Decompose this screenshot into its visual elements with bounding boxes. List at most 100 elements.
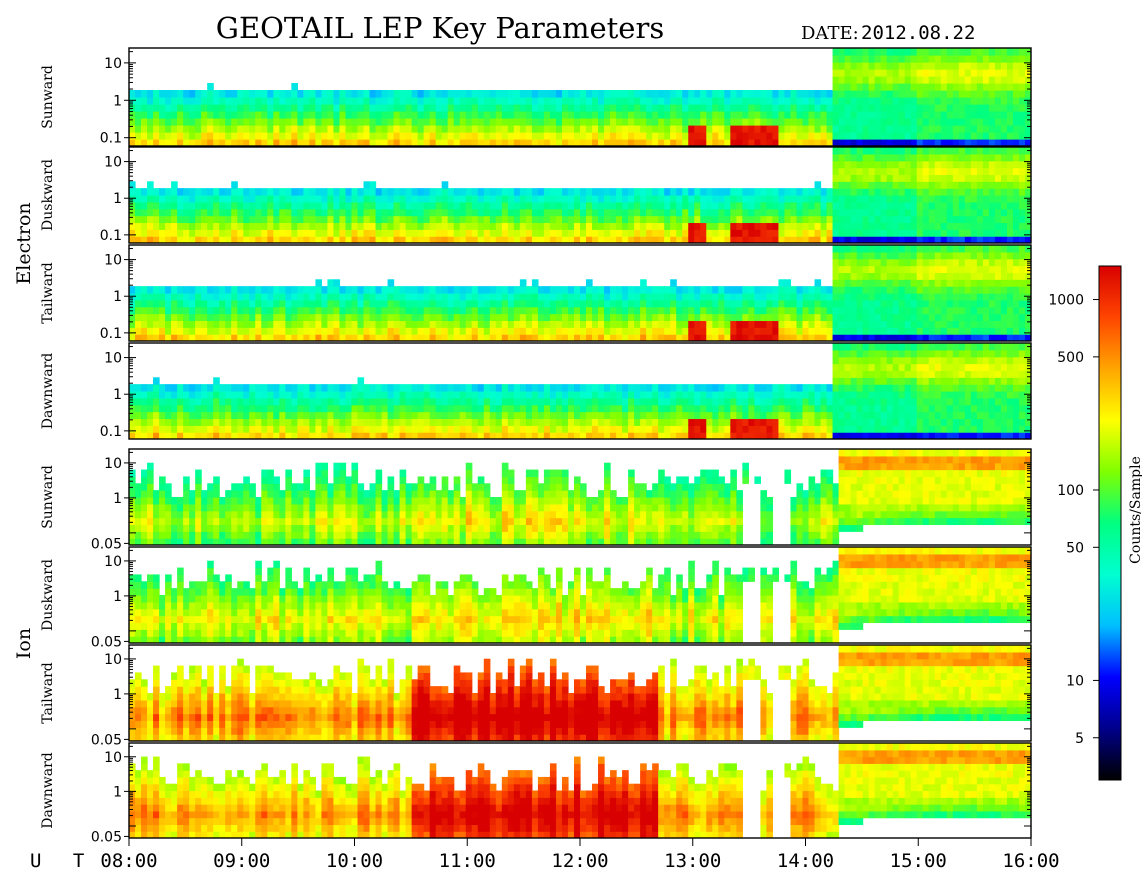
spectrogram-cell — [171, 139, 178, 146]
spectrogram-cell — [435, 222, 443, 230]
spectrogram-cell — [219, 90, 226, 98]
spectrogram-cell — [483, 188, 491, 196]
spectrogram-cell — [519, 397, 527, 406]
spectrogram-cell — [598, 139, 605, 146]
spectrogram-cell — [838, 320, 846, 328]
spectrogram-cell — [147, 118, 154, 126]
spectrogram-cell — [880, 258, 888, 267]
spectrogram-cell — [375, 104, 383, 112]
spectrogram-cell — [868, 245, 876, 253]
spectrogram-cell — [537, 222, 545, 230]
spectrogram-cell — [567, 188, 575, 196]
spectrogram-cell — [994, 48, 1002, 56]
spectrogram-cell — [423, 411, 431, 420]
spectrogram-cell — [411, 104, 419, 112]
spectrogram-cell — [976, 215, 984, 224]
spectrogram-cell — [658, 90, 665, 98]
spectrogram-cell — [658, 229, 665, 237]
spectrogram-cell — [910, 201, 918, 210]
spectrogram-cell — [886, 90, 894, 98]
spectrogram-cell — [808, 229, 816, 237]
spectrogram-cell — [471, 208, 479, 217]
spectrogram-cell — [838, 181, 846, 189]
spectrogram-cell — [399, 320, 407, 328]
spectrogram-cell — [616, 334, 623, 341]
spectrogram-cell — [946, 167, 954, 176]
spectrogram-cell — [549, 229, 557, 237]
spectrogram-cell — [610, 139, 617, 146]
spectrogram-cell — [399, 208, 407, 217]
spectrogram-cell — [495, 313, 503, 322]
spectrogram-cell — [279, 418, 286, 426]
spectrogram-cell — [940, 125, 948, 133]
spectrogram-cell — [399, 236, 407, 243]
panel-stack: Electron0.1110Sunward0.1110Duskward0.111… — [13, 47, 1032, 845]
spectrogram-cell — [285, 132, 292, 140]
spectrogram-cell — [279, 222, 286, 230]
spectrogram-cell — [898, 265, 906, 274]
spectrogram-cell — [525, 306, 533, 315]
spectrogram-cell — [531, 201, 539, 210]
spectrogram-cell — [958, 258, 966, 267]
spectrogram-cell — [880, 139, 888, 146]
spectrogram-cell — [1024, 293, 1031, 301]
spectrogram-cell — [580, 118, 587, 126]
spectrogram-cell — [760, 188, 768, 196]
spectrogram-cell — [616, 215, 623, 224]
spectrogram-cell — [213, 132, 220, 140]
spectrogram-cell — [988, 69, 996, 77]
spectrogram-cell — [465, 384, 473, 392]
spectrogram-cell — [856, 174, 864, 182]
spectrogram-cell — [634, 299, 641, 308]
spectrogram-cell — [610, 236, 617, 243]
spectrogram-cell — [285, 306, 292, 315]
spectrogram-cell — [429, 104, 437, 112]
spectrogram-cell — [171, 306, 178, 315]
spectrogram-cell — [940, 293, 948, 301]
spectrogram-cell — [375, 293, 383, 301]
spectrogram-cell — [573, 215, 581, 224]
spectrogram-cell — [856, 181, 864, 189]
spectrogram-cell — [417, 104, 425, 112]
spectrogram-cell — [862, 111, 870, 119]
spectrogram-cell — [243, 104, 250, 112]
spectrogram-cell — [129, 320, 136, 328]
spectrogram-cell — [321, 104, 329, 112]
spectrogram-cell — [549, 118, 557, 126]
spectrogram-cell — [988, 118, 996, 126]
spectrogram-cell — [387, 188, 395, 196]
spectrogram-cell — [525, 208, 533, 217]
spectrogram-cell — [652, 201, 659, 210]
spectrogram-cell — [153, 411, 160, 420]
spectrogram-cell — [874, 222, 882, 230]
spectrogram-cell — [129, 90, 136, 98]
spectrogram-cell — [441, 97, 449, 105]
spectrogram-cell — [640, 201, 647, 210]
spectrogram-cell — [850, 222, 858, 230]
spectrogram-cell — [297, 118, 304, 126]
spectrogram-cell — [327, 125, 335, 133]
spectrogram-cell — [742, 201, 749, 210]
spectrogram-cell — [910, 293, 918, 301]
spectrogram-cell — [922, 48, 930, 56]
spectrogram-cell — [748, 313, 755, 322]
spectrogram-cell — [489, 195, 497, 203]
spectrogram-cell — [339, 327, 347, 335]
spectrogram-cell — [772, 201, 780, 210]
spectrogram-cell — [165, 104, 172, 112]
spectrogram-cell — [940, 313, 948, 322]
spectrogram-cell — [429, 222, 437, 230]
spectrogram-cell — [303, 111, 310, 119]
spectrogram-cell — [561, 384, 569, 392]
spectrogram-cell — [393, 411, 401, 420]
spectrogram-cell — [435, 299, 443, 308]
spectrogram-cell — [351, 418, 359, 426]
spectrogram-cell — [700, 229, 707, 237]
spectrogram-cell — [922, 201, 930, 210]
spectrogram-cell — [237, 299, 244, 308]
spectrogram-cell — [303, 222, 310, 230]
spectrogram-cell — [387, 97, 395, 105]
spectrogram-cell — [976, 299, 984, 308]
spectrogram-cell — [165, 97, 172, 105]
spectrogram-cell — [309, 195, 317, 203]
